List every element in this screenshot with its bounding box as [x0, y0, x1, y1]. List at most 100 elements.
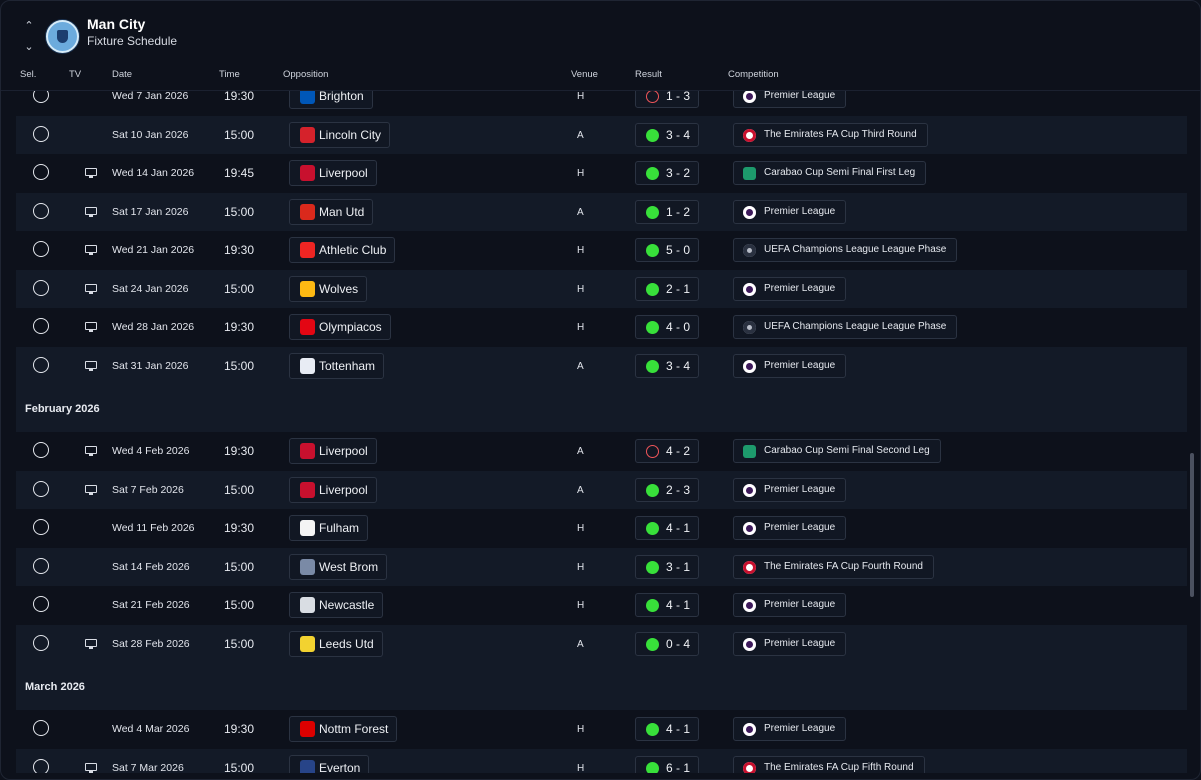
select-radio[interactable] — [33, 442, 49, 458]
opposition-button[interactable]: Man Utd — [289, 198, 374, 225]
fixture-list[interactable]: Wed 7 Jan 2026 19:30 Brighton H 1 - 3 Premier… — [16, 91, 1187, 773]
opposition-button[interactable]: Fulham — [289, 515, 369, 541]
fixture-row[interactable]: Sat 7 Feb 2026 15:00 Liverpool A 2 - 3 Premie… — [16, 470, 1187, 509]
col-venue[interactable]: Venue — [571, 69, 598, 80]
competition-button[interactable]: The Emirates FA Cup Fifth Round — [733, 755, 925, 773]
fixture-row[interactable]: Wed 7 Jan 2026 19:30 Brighton H 1 - 3 Premier… — [16, 91, 1187, 115]
result-button[interactable]: 4 - 1 — [635, 717, 699, 741]
opposition-button[interactable]: Lincoln City — [289, 121, 391, 148]
opposition-button[interactable]: Liverpool — [289, 160, 377, 186]
select-radio[interactable] — [33, 634, 49, 651]
opposition-button[interactable]: Liverpool — [289, 476, 377, 503]
fixture-row[interactable]: Sat 24 Jan 2026 15:00 Wolves H 2 - 1 Premier … — [16, 269, 1187, 308]
result-button[interactable]: 3 - 4 — [635, 122, 699, 147]
competition-button[interactable]: Premier League — [733, 353, 847, 378]
competition-button[interactable]: Premier League — [733, 477, 847, 502]
result-button[interactable]: 4 - 0 — [635, 315, 699, 339]
competition-button[interactable]: Premier League — [733, 199, 847, 224]
result-button[interactable]: 1 - 3 — [635, 91, 699, 108]
result-button[interactable]: 3 - 2 — [635, 161, 699, 185]
competition-button[interactable]: The Emirates FA Cup Fourth Round — [733, 554, 934, 579]
result-button[interactable]: 1 - 2 — [635, 199, 699, 224]
opposition-button[interactable]: Everton — [289, 754, 370, 773]
fixture-row[interactable]: Sat 17 Jan 2026 15:00 Man Utd A 1 - 2 Premier… — [16, 192, 1187, 231]
scrollbar-thumb[interactable] — [1190, 453, 1194, 597]
fixture-row[interactable]: Sat 21 Feb 2026 15:00 Newcastle H 4 - 1 Premi… — [16, 586, 1187, 624]
result-button[interactable]: 4 - 2 — [635, 439, 699, 463]
fixture-row[interactable]: Wed 11 Feb 2026 19:30 Fulham H 4 - 1 Premier … — [16, 509, 1187, 547]
select-radio[interactable] — [33, 356, 49, 373]
fixture-row[interactable]: Wed 28 Jan 2026 19:30 Olympiacos H 4 - 0 UEFA… — [16, 308, 1187, 346]
result-button[interactable]: 6 - 1 — [635, 755, 699, 773]
result-button[interactable]: 3 - 4 — [635, 353, 699, 378]
opposition-button[interactable]: Tottenham — [289, 352, 385, 379]
competition-button[interactable]: The Emirates FA Cup Third Round — [733, 122, 928, 147]
competition-button[interactable]: Premier League — [733, 516, 847, 540]
opposition-button[interactable]: Liverpool — [289, 438, 377, 464]
competition-button[interactable]: Premier League — [733, 631, 847, 656]
column-header-row: Sel. TV Date Time Opposition Venue Resul… — [1, 63, 1200, 91]
fixture-row[interactable]: Sat 7 Mar 2026 15:00 Everton H 6 - 1 The Emir… — [16, 748, 1187, 773]
col-opposition[interactable]: Opposition — [283, 69, 329, 80]
select-radio[interactable] — [33, 318, 49, 334]
col-sel[interactable]: Sel. — [20, 69, 37, 80]
fixture-row[interactable]: Sat 28 Feb 2026 15:00 Leeds Utd A 0 - 4 Premi… — [16, 624, 1187, 663]
opposition-button[interactable]: West Brom — [289, 553, 388, 580]
result-button[interactable]: 2 - 3 — [635, 477, 699, 502]
col-competition[interactable]: Competition — [728, 69, 779, 80]
fixture-row[interactable]: Wed 4 Mar 2026 19:30 Nottm Forest H 4 - 1 Pre… — [16, 710, 1187, 748]
competition-button[interactable]: Premier League — [733, 717, 847, 741]
select-radio[interactable] — [33, 202, 49, 219]
select-radio[interactable] — [33, 125, 49, 142]
col-tv[interactable]: TV — [69, 69, 82, 80]
result-button[interactable]: 4 - 1 — [635, 516, 699, 540]
result-button[interactable]: 0 - 4 — [635, 631, 699, 656]
select-radio[interactable] — [33, 758, 49, 773]
result-score: 4 - 2 — [666, 444, 691, 458]
chevron-up-icon[interactable]: ⌃ — [24, 20, 34, 32]
opposition-button[interactable]: Wolves — [289, 275, 368, 302]
select-radio[interactable] — [33, 519, 49, 535]
fixture-row[interactable]: Wed 14 Jan 2026 19:45 Liverpool H 3 - 2 Carab… — [16, 154, 1187, 192]
competition-logo-icon — [743, 483, 756, 497]
fixture-row[interactable]: Sat 31 Jan 2026 15:00 Tottenham A 3 - 4 Premi… — [16, 346, 1187, 385]
select-radio[interactable] — [33, 241, 49, 257]
col-result[interactable]: Result — [635, 69, 662, 80]
select-radio[interactable] — [33, 720, 49, 736]
fixture-venue: A — [577, 129, 584, 141]
result-button[interactable]: 4 - 1 — [635, 593, 699, 617]
fixture-row[interactable]: Wed 4 Feb 2026 19:30 Liverpool A 4 - 2 Caraba… — [16, 432, 1187, 470]
opposition-button[interactable]: Newcastle — [289, 592, 384, 618]
opposition-button[interactable]: Athletic Club — [289, 237, 396, 263]
fixture-row[interactable]: Wed 21 Jan 2026 19:30 Athletic Club H 5 - 0 U… — [16, 231, 1187, 269]
competition-button[interactable]: Premier League — [733, 91, 847, 108]
result-button[interactable]: 3 - 1 — [635, 554, 699, 579]
opposition-button[interactable]: Olympiacos — [289, 314, 391, 340]
opposition-button[interactable]: Leeds Utd — [289, 630, 383, 657]
select-radio[interactable] — [33, 557, 49, 574]
competition-button[interactable]: Premier League — [733, 593, 847, 617]
result-score: 0 - 4 — [666, 636, 691, 651]
fixture-row[interactable]: Sat 14 Feb 2026 15:00 West Brom H 3 - 1 The E… — [16, 547, 1187, 586]
club-badge-icon — [300, 319, 315, 335]
chevron-down-icon[interactable]: ⌄ — [24, 41, 34, 53]
opposition-button[interactable]: Nottm Forest — [289, 716, 398, 742]
select-radio[interactable] — [33, 596, 49, 612]
fixture-row[interactable]: Sat 10 Jan 2026 15:00 Lincoln City A 3 - 4 Th… — [16, 115, 1187, 154]
competition-button[interactable]: Carabao Cup Semi Final First Leg — [733, 161, 927, 185]
select-radio[interactable] — [33, 480, 49, 497]
competition-button[interactable]: UEFA Champions League League Phase — [733, 315, 958, 339]
competition-button[interactable]: Carabao Cup Semi Final Second Leg — [733, 439, 941, 463]
opposition-button[interactable]: Brighton — [289, 91, 373, 109]
select-radio[interactable] — [33, 164, 49, 180]
col-time[interactable]: Time — [219, 69, 240, 80]
competition-button[interactable]: Premier League — [733, 276, 847, 301]
col-date[interactable]: Date — [112, 69, 133, 80]
select-radio[interactable] — [33, 91, 49, 103]
result-button[interactable]: 2 - 1 — [635, 276, 699, 301]
select-radio[interactable] — [33, 279, 49, 296]
result-button[interactable]: 5 - 0 — [635, 238, 699, 262]
opposition-name: Athletic Club — [319, 243, 387, 257]
competition-button[interactable]: UEFA Champions League League Phase — [733, 238, 958, 262]
